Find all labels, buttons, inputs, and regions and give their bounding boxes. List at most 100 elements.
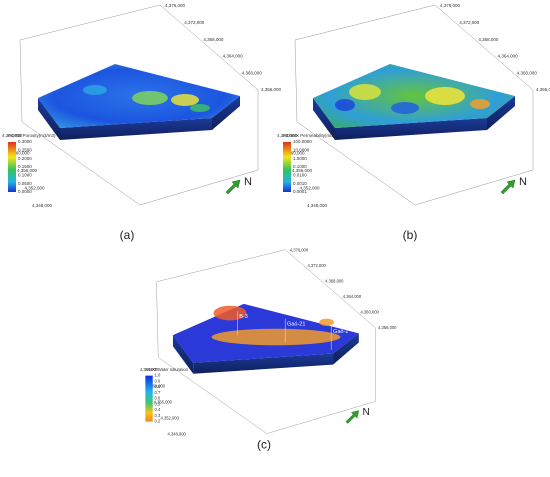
well-label: B-3 (239, 314, 248, 320)
axis-label: 4,376,000 (290, 248, 309, 253)
legend-tick-label: 0.0000 (18, 189, 32, 194)
north-arrow (500, 179, 516, 195)
frame-line (294, 39, 298, 123)
frame-line (156, 249, 286, 283)
legend-title: SWAT Water saturation (145, 367, 188, 372)
axis-label: 4,364,000 (2, 133, 23, 138)
legend-tick-label: 0.3 (155, 413, 161, 418)
axis-label: 4,356,000 (261, 87, 282, 92)
frame-line (159, 4, 259, 91)
panel: 4,376,000 4,372,000 4,368,000 4,364,000 4,36… (2, 3, 282, 208)
axis-label: 4,348,000 (167, 432, 186, 437)
side-face (172, 335, 194, 374)
property-patch (190, 104, 210, 112)
property-patch (391, 102, 419, 114)
legend-tick-label: 0.7 (155, 390, 161, 395)
frame-line (21, 121, 141, 206)
frame-line (266, 401, 376, 434)
legend-tick-label: 0.0100 (293, 173, 307, 178)
property-patch (349, 84, 381, 100)
axis-label: 4,360,000 (242, 70, 263, 75)
axis-label: 4,368,000 (203, 37, 224, 42)
legend-title: PERMX Permeability(mD) (283, 133, 336, 138)
panel-label: (a) (120, 228, 135, 242)
legend-tick-label: 0.4 (155, 407, 161, 412)
side-face (60, 118, 212, 140)
axis-label: 4,356,000 (292, 168, 313, 173)
side-face (212, 96, 240, 130)
legend-tick-label: 0.2 (155, 419, 161, 424)
north-arrow (345, 410, 360, 424)
frame-line (296, 121, 416, 206)
frame-line (294, 4, 436, 41)
property-patch (171, 94, 199, 106)
axis-label: 4,364,000 (498, 54, 519, 59)
side-face (38, 98, 60, 140)
axis-label: 4,364,000 (343, 294, 362, 299)
legend-tick-label: 0.6 (155, 396, 161, 401)
legend-tick-label: 0.1000 (293, 164, 307, 169)
legend-tick-label: 0.0500 (18, 181, 32, 186)
axis-label: 4,372,000 (459, 20, 480, 25)
panel-label: (c) (257, 438, 271, 452)
well-label: Gaó-21 (287, 322, 305, 328)
legend-tick-label: 1.0 (155, 373, 161, 378)
axis-label: 4,364,000 (140, 367, 159, 372)
legend-tick-label: 0.0010 (293, 181, 307, 186)
well-label: Gaó-1 (333, 329, 348, 335)
property-patch (213, 305, 247, 321)
axis-label: 4,348,000 (307, 203, 328, 208)
panel: 4,376,000 4,372,000 4,368,000 4,364,000 4,36… (277, 3, 550, 208)
axis-label: 4,360,000 (147, 383, 166, 388)
axis-label: 4,348,000 (32, 203, 53, 208)
axis-label: 4,372,000 (307, 263, 326, 268)
axis-label: 4,352,000 (161, 416, 180, 421)
side-face (487, 96, 515, 130)
axis-label: 4,360,000 (285, 151, 306, 156)
legend-tick-label: 0.9 (155, 378, 161, 383)
legend-colorbar (8, 142, 16, 192)
legend-tick-label: 1.0000 (293, 156, 307, 161)
frame-line (139, 169, 259, 206)
axis-label: 4,364,000 (223, 54, 244, 59)
axis-label: 4,372,000 (184, 20, 205, 25)
legend-tick-label: 0.1500 (18, 164, 32, 169)
axis-label: 4,360,000 (517, 70, 538, 75)
axis-label: 4,352,000 (300, 186, 321, 191)
axis-label: 4,356,000 (17, 168, 38, 173)
frame-line (285, 249, 376, 328)
frame-line (434, 4, 534, 91)
property-patch (211, 328, 341, 346)
frame-line (414, 169, 534, 206)
legend-tick-label: 0.2500 (18, 148, 32, 153)
panel: 4,376,000 4,372,000 4,368,000 4,364,000 4,36… (140, 248, 397, 437)
axis-label: 4,368,000 (478, 37, 499, 42)
frame-line (19, 4, 161, 41)
axis-label: 4,352,000 (25, 186, 46, 191)
property-patch (470, 99, 490, 109)
axis-label: 4,356,000 (536, 87, 550, 92)
axis-label: 4,360,000 (10, 151, 31, 156)
axis-label: 4,360,000 (360, 309, 379, 314)
property-patch (335, 99, 355, 111)
legend-tick-label: 100.0000 (293, 139, 312, 144)
north-label: N (244, 176, 252, 188)
axis-label: 4,376,000 (165, 3, 186, 8)
property-patch (319, 318, 334, 326)
property-patch (425, 87, 465, 105)
side-face (193, 353, 334, 374)
axis-label: 4,376,000 (440, 3, 461, 8)
frame-line (156, 281, 159, 358)
legend-title: PORO Porosity(m3/m3) (8, 133, 56, 138)
legend-tick-label: 10.0000 (293, 148, 310, 153)
side-face (313, 98, 335, 140)
side-face (333, 333, 359, 365)
property-patch (83, 85, 107, 95)
north-label: N (519, 176, 527, 188)
legend-tick-label: 0.5 (155, 401, 161, 406)
legend-colorbar (283, 142, 291, 192)
legend-tick-label: 0.8 (155, 384, 161, 389)
property-patch (132, 91, 168, 105)
axis-label: 4,364,000 (277, 133, 298, 138)
